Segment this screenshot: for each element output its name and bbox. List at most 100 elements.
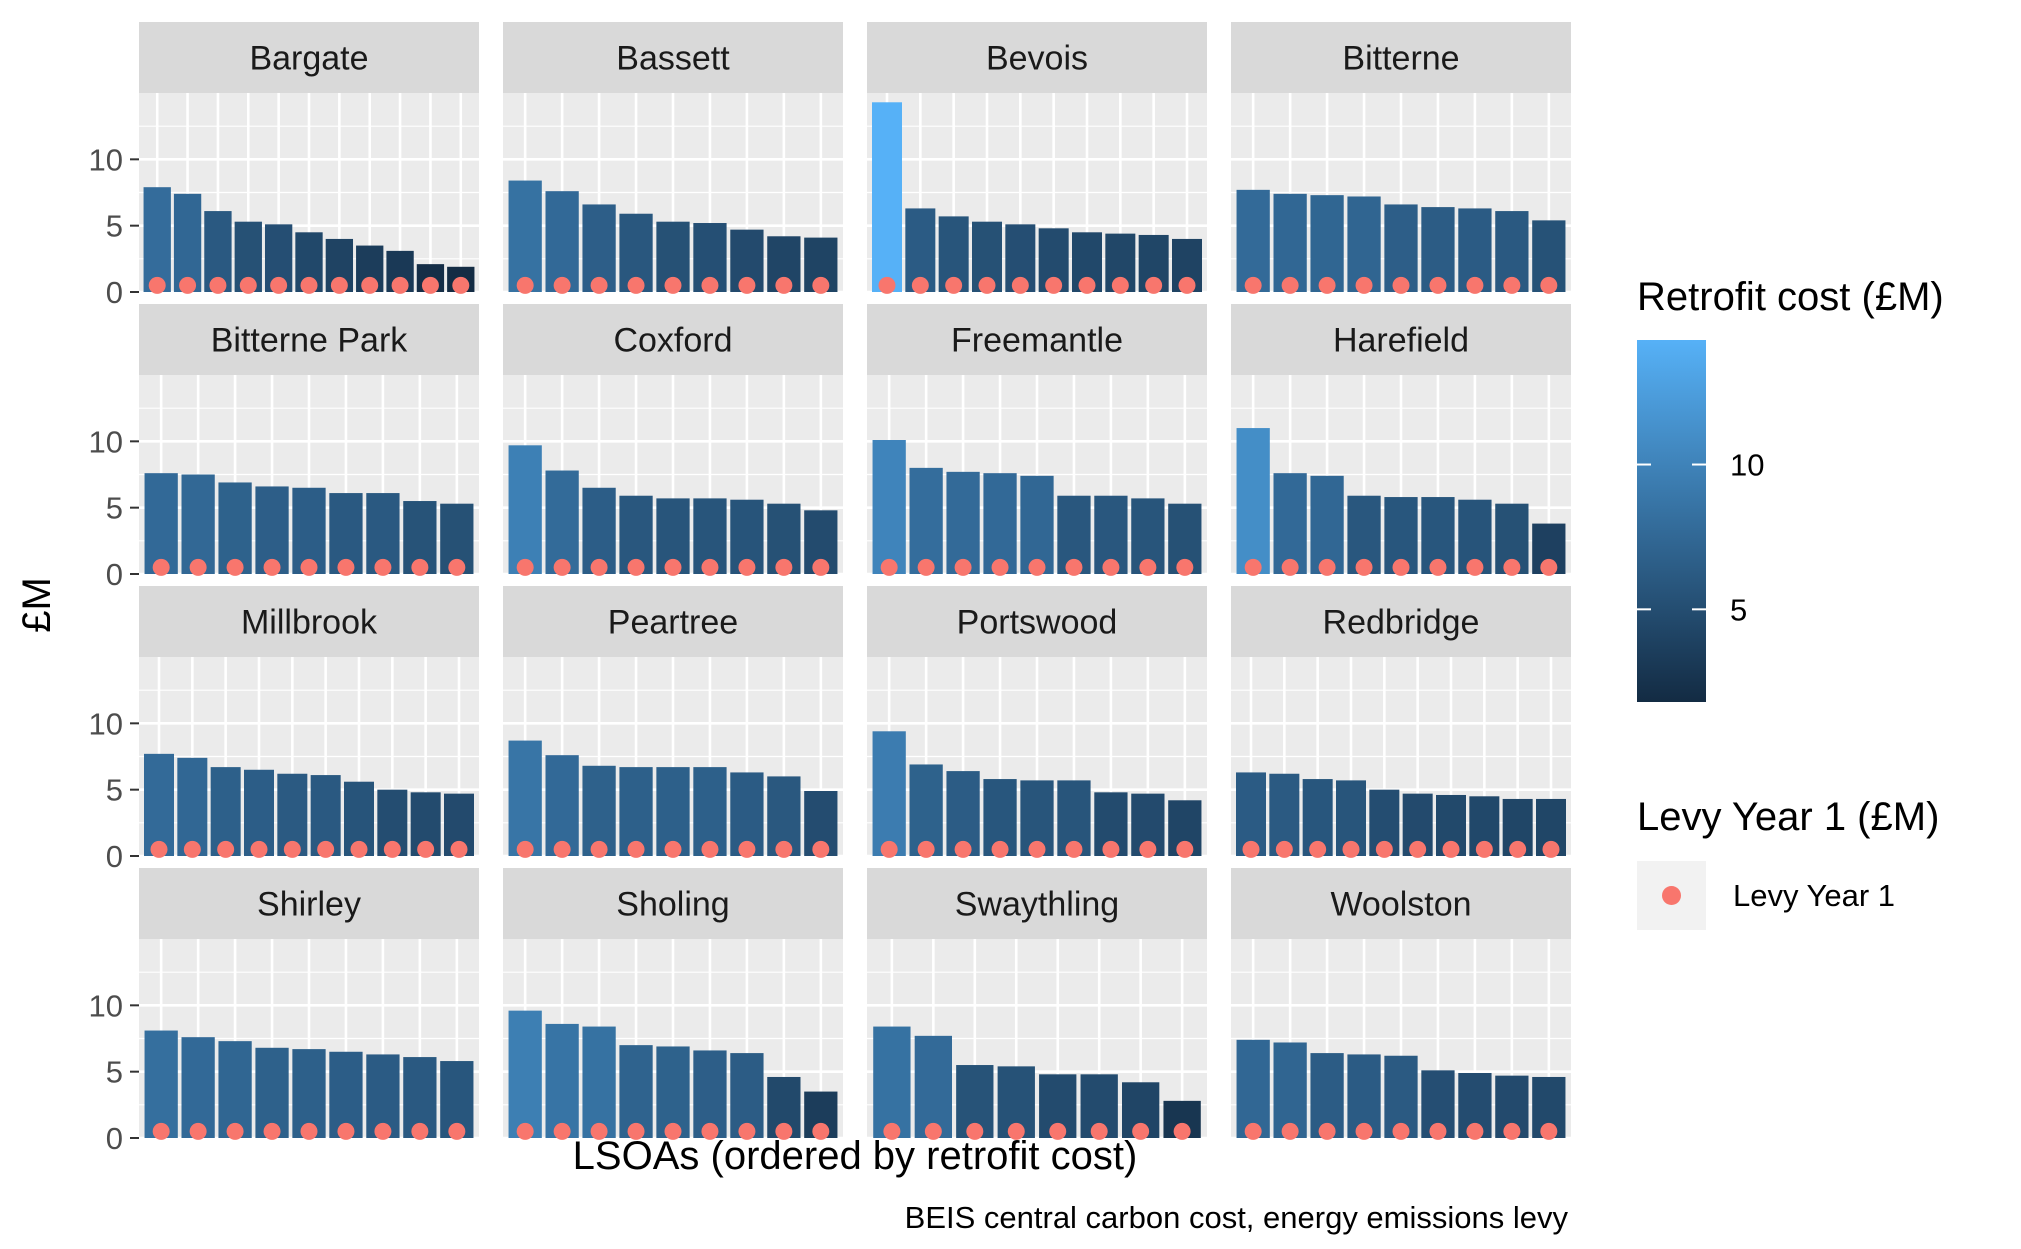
levy-year-1-point — [183, 840, 201, 858]
facet-peartree: Peartree — [503, 586, 843, 858]
retrofit-cost-bar — [177, 757, 208, 856]
facet-swaythling: Swaythling — [867, 868, 1207, 1140]
levy-year-1-point — [1176, 840, 1194, 858]
facet-panels: Bargate 0 5 10 Bassett Bevois Bitterne Bitterne… — [89, 22, 1571, 1156]
levy-year-1-point — [1173, 1122, 1191, 1140]
facet-bevois: Bevois — [867, 22, 1207, 294]
levy-year-1-point — [189, 1122, 207, 1140]
retrofit-cost-bar — [872, 440, 906, 574]
retrofit-cost-bar — [872, 731, 906, 856]
y-tick-label: 10 — [89, 706, 123, 741]
levy-year-1-point — [1540, 558, 1558, 576]
levy-year-1-point — [1244, 558, 1262, 576]
y-tick-label: 0 — [106, 275, 123, 310]
retrofit-cost-bar — [144, 1030, 178, 1138]
retrofit-cost-bar — [181, 1037, 215, 1138]
levy-year-1-point — [452, 276, 470, 294]
levy-year-1-point — [553, 1122, 571, 1140]
retrofit-cost-bar — [909, 764, 943, 856]
facet-strip-label: Coxford — [613, 322, 732, 360]
levy-year-1-point — [553, 276, 571, 294]
levy-year-1-point — [991, 558, 1009, 576]
levy-year-1-point — [1045, 276, 1063, 294]
retrofit-cost-bar — [508, 1010, 542, 1138]
levy-year-1-point — [775, 1122, 793, 1140]
retrofit-cost-bar — [1273, 1042, 1307, 1138]
levy-year-1-point — [627, 558, 645, 576]
levy-year-1-point — [1049, 1122, 1067, 1140]
levy-year-1-point — [954, 840, 972, 858]
facet-bargate: Bargate 0 5 10 — [89, 22, 479, 310]
levy-year-1-point — [1503, 1122, 1521, 1140]
facet-strip-label: Portswood — [957, 604, 1118, 642]
facet-strip — [867, 22, 1207, 93]
levy-year-1-point — [812, 558, 830, 576]
facet-strip — [867, 586, 1207, 657]
levy-year-1-point — [775, 558, 793, 576]
chart-caption: BEIS central carbon cost, energy emissio… — [905, 1200, 1569, 1235]
levy-year-1-point — [1466, 276, 1484, 294]
y-tick-label: 5 — [106, 773, 123, 808]
levy-year-1-point — [1011, 276, 1029, 294]
levy-year-1-point — [337, 558, 355, 576]
y-tick-label: 10 — [89, 988, 123, 1023]
facet-portswood: Portswood — [867, 586, 1207, 858]
point-legend-label: Levy Year 1 — [1733, 878, 1895, 913]
levy-year-1-point — [627, 276, 645, 294]
y-tick-label: 10 — [89, 142, 123, 177]
levy-year-1-point — [148, 276, 166, 294]
facet-freemantle: Freemantle — [867, 304, 1207, 576]
facet-harefield: Harefield — [1231, 304, 1571, 576]
retrofit-cost-bar — [1347, 196, 1381, 292]
levy-year-1-point — [1442, 840, 1460, 858]
levy-year-1-point — [374, 1122, 392, 1140]
levy-year-1-point — [1429, 558, 1447, 576]
levy-year-1-point — [590, 1122, 608, 1140]
facet-strip-label: Redbridge — [1323, 604, 1480, 642]
levy-year-1-point — [417, 840, 435, 858]
levy-year-1-point — [1392, 276, 1410, 294]
retrofit-cost-bar — [545, 755, 579, 856]
levy-year-1-point — [812, 276, 830, 294]
retrofit-cost-bar — [545, 1023, 579, 1138]
levy-year-1-point — [878, 276, 896, 294]
levy-year-1-point — [421, 276, 439, 294]
levy-year-1-point — [1392, 558, 1410, 576]
facet-sholing: Sholing — [503, 868, 843, 1140]
retrofit-cost-bar — [1236, 428, 1270, 574]
levy-year-1-point — [270, 276, 288, 294]
facet-bassett: Bassett — [503, 22, 843, 294]
levy-year-1-point — [217, 840, 235, 858]
levy-year-1-point — [627, 1122, 645, 1140]
retrofit-cost-bar — [508, 180, 542, 292]
levy-year-1-point — [1176, 558, 1194, 576]
retrofit-cost-bar — [173, 193, 202, 292]
facet-strip — [503, 22, 843, 93]
levy-year-1-point — [1281, 1122, 1299, 1140]
facet-strip — [1231, 22, 1571, 93]
levy-year-1-point — [361, 276, 379, 294]
levy-year-1-point — [738, 840, 756, 858]
levy-year-1-point — [627, 840, 645, 858]
facet-strip — [503, 586, 843, 657]
facet-strip-label: Peartree — [608, 604, 738, 642]
retrofit-cost-bar — [946, 471, 980, 574]
levy-year-1-point — [448, 558, 466, 576]
colorbar-ticks: 5 10 — [1637, 448, 1764, 627]
levy-year-1-point — [880, 558, 898, 576]
retrofit-cost-bar — [545, 191, 579, 292]
levy-year-1-point — [300, 1122, 318, 1140]
levy-year-1-point — [411, 558, 429, 576]
levy-year-1-point — [179, 276, 197, 294]
levy-year-1-point — [1318, 1122, 1336, 1140]
retrofit-cost-bar — [508, 740, 542, 856]
facet-strip-label: Bargate — [249, 40, 368, 78]
facet-woolston: Woolston — [1231, 868, 1571, 1140]
levy-year-1-point — [189, 558, 207, 576]
y-tick-label: 0 — [106, 1121, 123, 1156]
levy-year-1-point — [664, 1122, 682, 1140]
levy-year-1-point — [883, 1122, 901, 1140]
facet-strip — [503, 304, 843, 375]
levy-year-1-point — [966, 1122, 984, 1140]
